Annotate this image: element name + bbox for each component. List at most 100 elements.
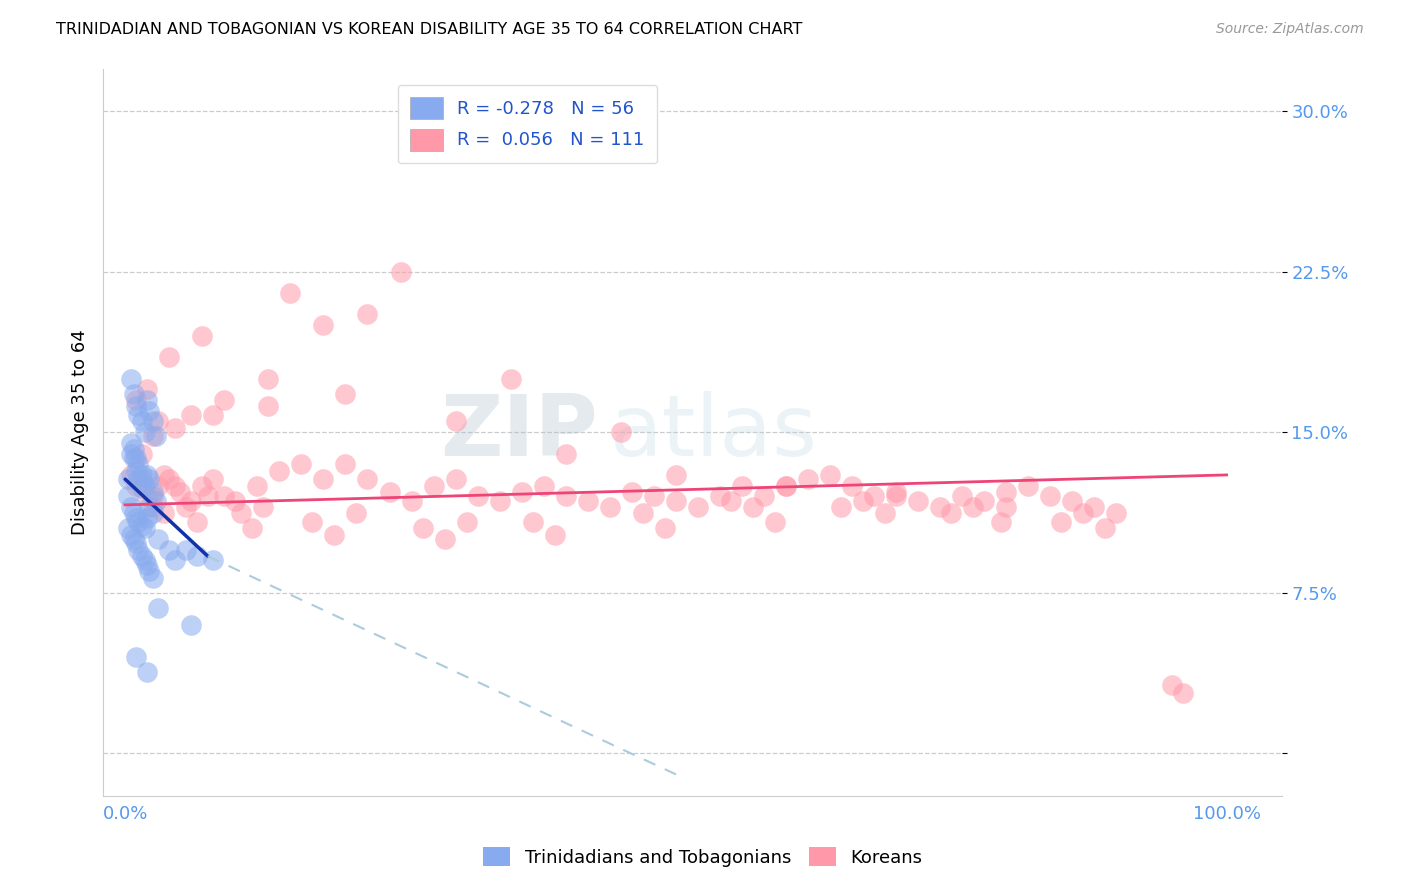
Point — [117, 521, 139, 535]
Point — [290, 457, 312, 471]
Point — [138, 403, 160, 417]
Point — [1062, 493, 1084, 508]
Point — [269, 464, 291, 478]
Point — [120, 372, 142, 386]
Point — [533, 478, 555, 492]
Point — [131, 481, 153, 495]
Point — [134, 478, 156, 492]
Point — [145, 429, 167, 443]
Text: atlas: atlas — [610, 391, 818, 474]
Point — [643, 489, 665, 503]
Point — [142, 507, 165, 521]
Point — [1073, 507, 1095, 521]
Point — [197, 489, 219, 503]
Text: ZIP: ZIP — [440, 391, 598, 474]
Point — [131, 549, 153, 564]
Point — [389, 265, 412, 279]
Point — [929, 500, 952, 514]
Point — [148, 600, 170, 615]
Point — [763, 515, 786, 529]
Point — [1171, 686, 1194, 700]
Point — [378, 485, 401, 500]
Point — [120, 467, 142, 482]
Point — [257, 400, 280, 414]
Point — [852, 493, 875, 508]
Point — [884, 489, 907, 503]
Point — [131, 467, 153, 482]
Point — [488, 493, 510, 508]
Point — [444, 472, 467, 486]
Point — [818, 467, 841, 482]
Point — [202, 408, 225, 422]
Point — [152, 507, 174, 521]
Point — [136, 665, 159, 679]
Point — [950, 489, 973, 503]
Point — [127, 457, 149, 471]
Point — [335, 386, 357, 401]
Point — [335, 457, 357, 471]
Point — [995, 485, 1018, 500]
Point — [191, 478, 214, 492]
Legend: R = -0.278   N = 56, R =  0.056   N = 111: R = -0.278 N = 56, R = 0.056 N = 111 — [398, 85, 657, 163]
Point — [214, 392, 236, 407]
Point — [142, 489, 165, 503]
Point — [169, 485, 191, 500]
Point — [117, 489, 139, 503]
Point — [125, 392, 148, 407]
Point — [134, 521, 156, 535]
Point — [125, 464, 148, 478]
Point — [995, 500, 1018, 514]
Point — [180, 493, 202, 508]
Point — [1105, 507, 1128, 521]
Y-axis label: Disability Age 35 to 64: Disability Age 35 to 64 — [72, 329, 89, 535]
Point — [122, 532, 145, 546]
Point — [136, 467, 159, 482]
Point — [875, 507, 897, 521]
Point — [576, 493, 599, 508]
Point — [142, 500, 165, 514]
Point — [174, 542, 197, 557]
Point — [775, 478, 797, 492]
Point — [152, 467, 174, 482]
Point — [731, 478, 754, 492]
Point — [131, 446, 153, 460]
Point — [433, 532, 456, 546]
Point — [467, 489, 489, 503]
Point — [202, 472, 225, 486]
Point — [136, 489, 159, 503]
Point — [356, 472, 378, 486]
Point — [709, 489, 731, 503]
Point — [134, 553, 156, 567]
Point — [191, 329, 214, 343]
Point — [125, 450, 148, 465]
Point — [224, 493, 246, 508]
Point — [145, 493, 167, 508]
Point — [720, 493, 742, 508]
Point — [122, 442, 145, 457]
Point — [131, 472, 153, 486]
Point — [131, 519, 153, 533]
Point — [280, 286, 302, 301]
Point — [134, 425, 156, 439]
Point — [863, 489, 886, 503]
Point — [346, 507, 368, 521]
Point — [163, 421, 186, 435]
Point — [665, 467, 688, 482]
Point — [142, 485, 165, 500]
Point — [142, 414, 165, 428]
Point — [180, 617, 202, 632]
Point — [544, 528, 567, 542]
Point — [665, 493, 688, 508]
Point — [131, 414, 153, 428]
Point — [301, 515, 323, 529]
Point — [138, 472, 160, 486]
Point — [163, 553, 186, 567]
Point — [422, 478, 444, 492]
Point — [122, 450, 145, 465]
Point — [120, 528, 142, 542]
Point — [522, 515, 544, 529]
Point — [444, 414, 467, 428]
Point — [136, 392, 159, 407]
Point — [163, 478, 186, 492]
Text: TRINIDADIAN AND TOBAGONIAN VS KOREAN DISABILITY AGE 35 TO 64 CORRELATION CHART: TRINIDADIAN AND TOBAGONIAN VS KOREAN DIS… — [56, 22, 803, 37]
